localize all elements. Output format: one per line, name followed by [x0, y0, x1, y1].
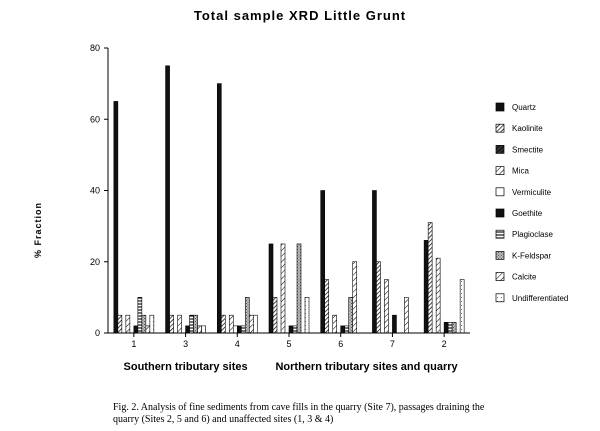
bar — [141, 314, 147, 334]
legend-label: Undifferentiated — [512, 294, 568, 303]
bar — [296, 243, 302, 334]
legend-swatch — [495, 123, 505, 133]
x-tick-label: 6 — [338, 339, 343, 349]
y-tick-label: 0 — [95, 328, 100, 338]
y-tick-label: 20 — [90, 257, 100, 267]
legend-swatch — [495, 272, 505, 281]
bar — [443, 322, 449, 334]
bar — [133, 325, 139, 334]
bar — [165, 65, 170, 334]
legend-label: Kaolinite — [512, 124, 543, 133]
legend-label: Smectite — [512, 145, 544, 154]
axes — [104, 47, 470, 337]
bar — [451, 322, 457, 334]
bar — [348, 297, 354, 334]
bar — [113, 101, 119, 334]
bar — [185, 325, 190, 334]
legend-label: Calcite — [512, 273, 537, 282]
bar — [304, 297, 310, 334]
bar — [376, 261, 381, 334]
bar — [252, 314, 258, 334]
x-tick-label: 7 — [390, 339, 395, 349]
bar — [216, 83, 222, 334]
x-tick-label: 4 — [235, 339, 240, 349]
bar — [320, 190, 326, 334]
bar — [201, 325, 206, 334]
caption-line-2: quarry (Sites 2, 5 and 6) and unaffected… — [113, 414, 333, 425]
chart-title: Total sample XRD Little Grunt — [194, 8, 406, 23]
legend-label: Goethite — [512, 209, 543, 218]
bar — [268, 243, 274, 334]
bar — [427, 222, 433, 334]
bar — [324, 279, 330, 334]
legend-swatch — [495, 251, 505, 260]
group-label: Northern tributary sites and quarry — [275, 361, 458, 373]
bar — [404, 297, 409, 334]
legend-swatch — [495, 102, 505, 112]
bar — [189, 314, 194, 334]
bar — [272, 297, 278, 334]
legend-swatch — [495, 145, 505, 154]
x-tick-label: 1 — [131, 339, 136, 349]
bar — [125, 314, 131, 334]
bar — [240, 325, 246, 334]
bar — [459, 279, 465, 334]
bar — [149, 314, 155, 334]
y-tick-label: 40 — [90, 186, 100, 196]
bar — [244, 297, 250, 334]
y-axis-label: % Fraction — [33, 202, 43, 258]
bar — [392, 314, 397, 334]
legend: Quartz Kaolinite Smectite Mica Vermiculite Go… — [495, 102, 568, 303]
group-labels: Southern tributary sites Northern tributa… — [124, 361, 459, 373]
bar — [332, 314, 338, 334]
bar — [177, 314, 182, 334]
bar — [197, 325, 202, 334]
plot-area — [113, 65, 465, 334]
caption-line-1: Fig. 2. Analysis of fine sediments from … — [113, 402, 485, 413]
legend-label: Vermiculite — [512, 188, 552, 197]
x-tick-label: 2 — [442, 339, 447, 349]
legend-label: Quartz — [512, 103, 536, 112]
bar — [232, 325, 238, 334]
bar — [137, 297, 143, 334]
legend-swatch — [495, 166, 505, 175]
bar — [447, 322, 453, 334]
bar — [117, 314, 123, 334]
legend-swatch — [495, 229, 505, 239]
bar — [288, 325, 294, 334]
legend-label: K-Feldspar — [512, 251, 551, 260]
bar — [423, 240, 429, 334]
y-tick-label: 80 — [90, 43, 100, 53]
bar — [248, 314, 254, 334]
x-tick-labels: 1 3 4 5 6 7 2 — [131, 339, 446, 349]
bar — [372, 190, 377, 334]
bar — [292, 325, 298, 334]
bar — [220, 314, 226, 334]
bar — [344, 325, 350, 334]
y-tick-labels: 0 20 40 60 80 — [90, 43, 100, 338]
bar — [435, 257, 441, 334]
bar — [384, 279, 389, 334]
bar — [193, 314, 198, 334]
bar — [352, 261, 358, 334]
bar — [228, 314, 234, 334]
bar — [169, 314, 174, 334]
legend-label: Mica — [512, 167, 529, 176]
bar — [340, 325, 346, 334]
y-tick-label: 60 — [90, 114, 100, 124]
legend-swatch — [495, 293, 505, 303]
legend-swatch — [495, 187, 505, 197]
bar — [145, 325, 151, 334]
legend-label: Plagioclase — [512, 230, 553, 239]
group-label: Southern tributary sites — [124, 361, 248, 373]
bar — [236, 325, 242, 334]
legend-swatch — [495, 208, 505, 218]
x-tick-label: 5 — [286, 339, 291, 349]
bar — [280, 243, 286, 334]
x-tick-label: 3 — [183, 339, 188, 349]
